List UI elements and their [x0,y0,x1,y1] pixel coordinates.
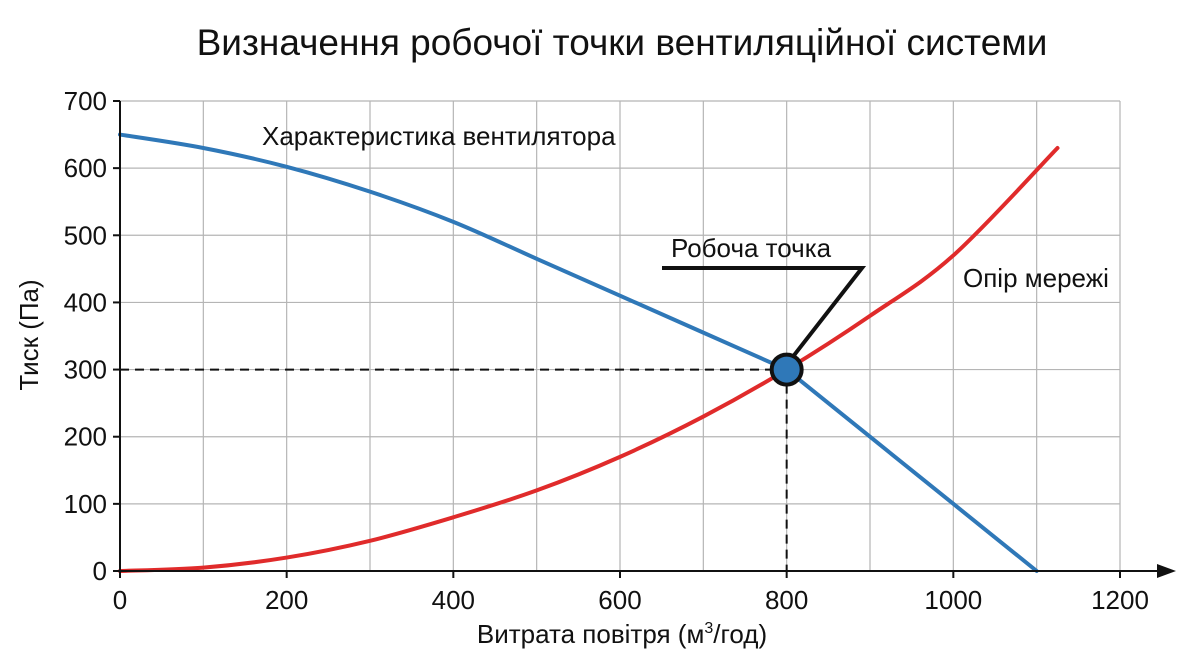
grid [119,100,1121,572]
y-tick-label: 400 [64,287,107,317]
y-axis-label: Тиск (Па) [14,279,44,390]
y-tick-label: 500 [64,220,107,250]
network-resistance-label: Опір мережі [963,263,1109,293]
fan-characteristic-line [118,132,1039,573]
operating-point-marker [769,352,804,387]
axes [119,101,1176,578]
chart-title: Визначення робочої точки вентиляційної с… [197,22,1048,63]
x-axis-label-suffix: /год) [713,619,767,649]
y-tick-label: 300 [64,355,107,385]
x-axis-label-main: Витрата повітря (м [477,619,704,649]
x-axis-arrow-icon [1157,564,1176,578]
fan-characteristic-label: Характеристика вентилятора [262,121,616,151]
y-tick-label: 600 [64,153,107,183]
network-resistance-line [118,146,1060,573]
x-tick-label: 200 [265,585,308,615]
operating-point-label: Робоча точка [671,233,832,263]
tick-labels: 0 200 400 600 800 1000 1200 0 100 200 300 400 500 600… [64,86,1149,615]
x-tick-label: 0 [113,585,127,615]
y-tick-label: 0 [93,556,107,586]
curves [118,132,1060,573]
x-tick-label: 600 [598,585,641,615]
x-axis-label-superscript: 3 [704,620,713,637]
x-axis-label: Витрата повітря (м3/год) [477,619,767,649]
operating-point-leader-line [662,266,867,361]
annotations: Характеристика вентилятора Опір мережі Роб… [120,121,1109,571]
y-tick-label: 100 [64,489,107,519]
x-tick-label: 1000 [924,585,982,615]
x-tick-label: 800 [765,585,808,615]
x-tick-label: 1200 [1091,585,1149,615]
x-tick-label: 400 [432,585,475,615]
y-tick-label: 700 [64,86,107,116]
y-tick-label: 200 [64,422,107,452]
